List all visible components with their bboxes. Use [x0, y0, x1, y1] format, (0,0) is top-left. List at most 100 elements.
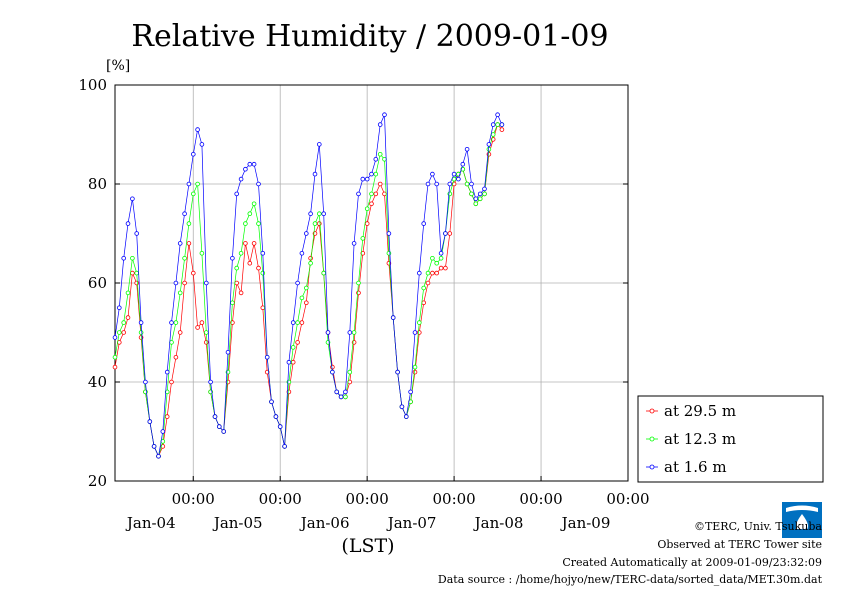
data-point	[338, 394, 344, 400]
data-point	[316, 211, 322, 217]
data-point	[182, 255, 187, 261]
data-point	[425, 280, 431, 286]
data-point	[164, 414, 170, 419]
data-point	[416, 320, 422, 325]
data-point	[373, 191, 379, 197]
data-point	[369, 191, 374, 197]
y-tick-label: 60	[88, 274, 107, 292]
data-point	[295, 280, 300, 286]
data-point	[260, 251, 266, 256]
data-point	[486, 147, 492, 152]
data-point	[434, 260, 440, 266]
footer-copyright: ©TERC, Univ. Tsukuba	[693, 520, 822, 533]
data-point	[308, 211, 313, 217]
data-point	[238, 176, 244, 182]
data-point	[321, 211, 327, 217]
x-tick-date-label: Jan-06	[299, 514, 350, 532]
legend-marker	[649, 436, 655, 442]
data-point	[251, 201, 257, 207]
legend-item: at 1.6 m	[646, 458, 727, 476]
grid-lines	[115, 85, 628, 481]
legend-box	[637, 395, 824, 483]
data-point	[256, 181, 261, 187]
data-point	[347, 369, 353, 375]
data-point	[230, 300, 235, 306]
data-point	[295, 340, 300, 345]
x-tick-time-label: 00:00	[519, 490, 562, 508]
data-point	[269, 399, 274, 405]
data-point	[477, 191, 483, 197]
data-point	[125, 221, 131, 226]
data-point	[299, 320, 305, 325]
data-point	[312, 171, 318, 177]
data-point	[390, 315, 396, 320]
data-point	[499, 122, 505, 127]
legend-label: at 29.5 m	[664, 402, 736, 420]
data-point	[204, 340, 209, 345]
data-point	[125, 315, 131, 320]
data-point	[303, 300, 309, 306]
data-point	[477, 196, 483, 202]
series-3	[112, 112, 505, 459]
data-point	[277, 424, 283, 429]
data-point	[191, 270, 196, 276]
data-point	[482, 191, 487, 197]
data-point	[360, 251, 366, 256]
y-axis-ticks: 20 40 60 80 100	[78, 76, 628, 490]
data-point	[147, 419, 153, 424]
data-point	[443, 231, 448, 236]
data-point	[160, 429, 166, 434]
data-point	[356, 280, 361, 286]
data-point	[138, 330, 144, 335]
data-point	[308, 260, 313, 266]
data-point	[134, 231, 140, 236]
chart-title: Relative Humidity / 2009-01-09	[131, 19, 608, 54]
data-point	[256, 221, 261, 226]
data-point	[186, 221, 192, 226]
data-point	[191, 191, 196, 197]
data-point	[112, 354, 118, 360]
data-point	[330, 364, 335, 370]
data-point	[112, 364, 118, 370]
data-point	[330, 369, 335, 375]
data-point	[443, 265, 448, 271]
data-point	[290, 345, 296, 350]
data-point	[125, 290, 131, 296]
series-2	[112, 122, 505, 459]
data-point	[312, 221, 318, 226]
data-point	[369, 201, 374, 207]
data-point	[364, 206, 370, 212]
data-point	[408, 389, 413, 395]
data-point	[473, 201, 479, 207]
data-point	[369, 171, 374, 177]
data-point	[247, 211, 253, 217]
data-point	[473, 196, 479, 202]
data-point	[117, 330, 122, 335]
data-point	[186, 181, 192, 187]
x-axis-label: (LST)	[341, 535, 394, 557]
data-point	[412, 369, 418, 375]
data-point	[204, 330, 209, 335]
data-point	[173, 320, 179, 325]
data-point	[321, 270, 327, 276]
data-point	[334, 389, 340, 395]
data-point	[169, 379, 174, 385]
data-point	[282, 444, 287, 449]
data-point	[351, 241, 357, 246]
data-point	[134, 270, 140, 276]
data-point	[221, 429, 227, 434]
data-point	[421, 285, 427, 291]
data-point	[308, 255, 313, 261]
data-point	[447, 231, 453, 236]
data-point	[117, 305, 122, 311]
data-point	[247, 161, 253, 167]
data-point	[191, 152, 196, 157]
data-point	[290, 320, 296, 325]
data-point	[438, 255, 444, 261]
data-point	[121, 320, 126, 325]
data-point	[243, 221, 248, 226]
data-point	[143, 379, 148, 385]
data-point	[251, 241, 257, 246]
data-point	[412, 364, 418, 370]
data-point	[447, 181, 453, 187]
